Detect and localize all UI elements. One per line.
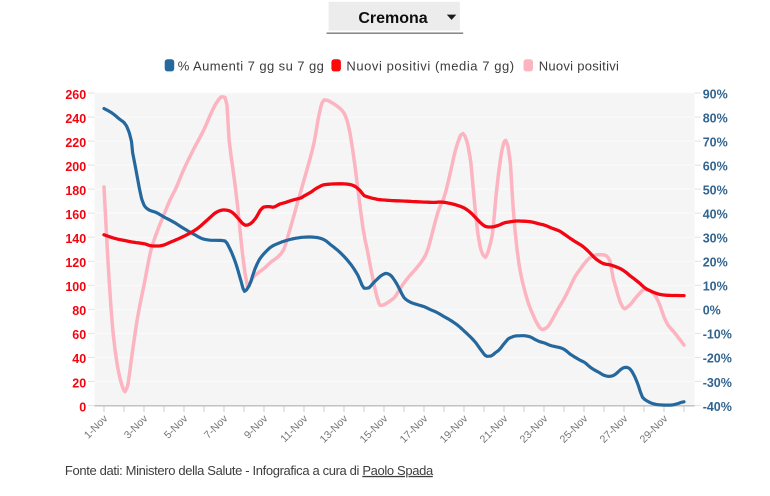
svg-text:200: 200	[65, 160, 86, 174]
svg-text:140: 140	[65, 232, 86, 246]
svg-text:220: 220	[65, 136, 86, 150]
svg-text:0%: 0%	[703, 304, 721, 318]
svg-text:30%: 30%	[703, 232, 728, 246]
svg-text:-20%: -20%	[703, 352, 732, 366]
svg-text:160: 160	[65, 208, 86, 222]
svg-text:90%: 90%	[703, 87, 728, 101]
svg-text:80%: 80%	[703, 111, 728, 125]
svg-text:80: 80	[72, 304, 86, 318]
svg-text:20: 20	[72, 376, 86, 390]
svg-text:60%: 60%	[703, 159, 728, 173]
svg-text:40: 40	[72, 352, 86, 366]
svg-text:240: 240	[65, 112, 86, 126]
svg-text:40%: 40%	[703, 208, 728, 222]
svg-text:-10%: -10%	[703, 328, 732, 342]
svg-text:Nuovi positivi: Nuovi positivi	[539, 59, 620, 74]
svg-text:0: 0	[79, 400, 86, 414]
svg-text:120: 120	[65, 256, 86, 270]
svg-text:20%: 20%	[703, 256, 728, 270]
svg-text:-40%: -40%	[703, 400, 732, 414]
svg-text:260: 260	[65, 88, 86, 102]
svg-text:-30%: -30%	[703, 376, 732, 390]
svg-text:% Aumenti 7 gg su 7 gg: % Aumenti 7 gg su 7 gg	[178, 59, 325, 74]
svg-text:50%: 50%	[703, 183, 728, 197]
svg-text:Cremona: Cremona	[358, 10, 427, 27]
svg-text:Nuovi positivi (media 7 gg): Nuovi positivi (media 7 gg)	[346, 59, 514, 74]
svg-text:60: 60	[72, 328, 86, 342]
svg-text:70%: 70%	[703, 135, 728, 149]
svg-text:100: 100	[65, 280, 86, 294]
svg-text:Fonte dati: Ministero della Sa: Fonte dati: Ministero della Salute - Inf…	[65, 463, 434, 478]
svg-text:180: 180	[65, 184, 86, 198]
svg-text:10%: 10%	[703, 280, 728, 294]
